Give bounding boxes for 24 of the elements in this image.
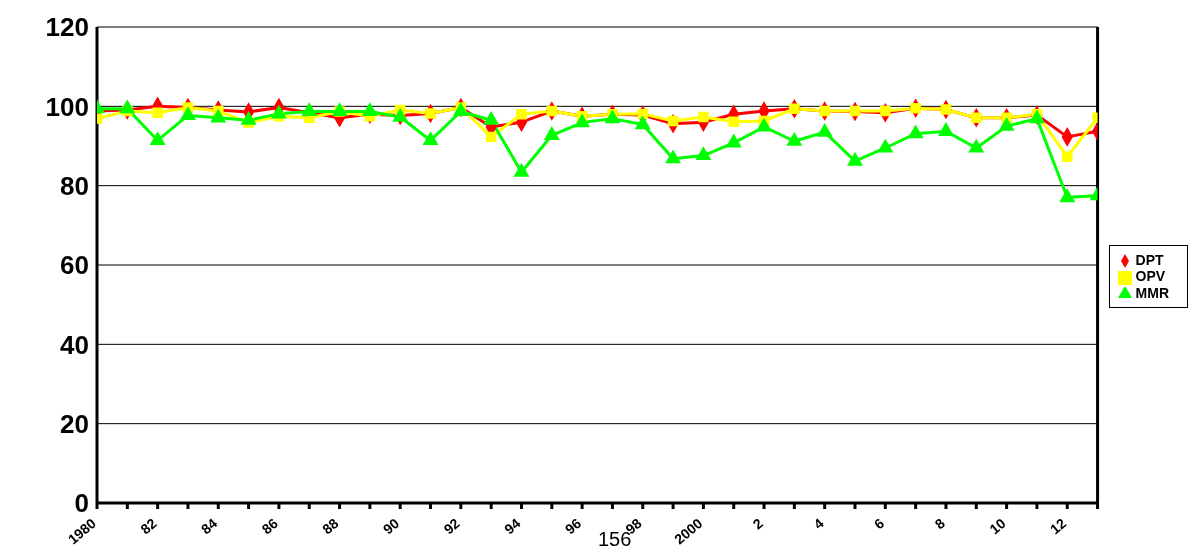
x-tick-label: 94 xyxy=(501,514,524,538)
y-tick-label: 20 xyxy=(60,408,89,439)
legend-label: DPT xyxy=(1135,252,1164,269)
x-tick-label: 88 xyxy=(319,514,342,538)
y-tick-label: 0 xyxy=(74,488,89,519)
x-tick-label: 86 xyxy=(258,514,282,538)
legend-label: MMR xyxy=(1135,284,1169,301)
x-tick-label: 10 xyxy=(986,514,1009,538)
x-tick-label: 82 xyxy=(137,514,160,538)
y-tick-label: 80 xyxy=(60,170,89,201)
y-tick-label: 120 xyxy=(45,12,89,43)
y-tick-label: 60 xyxy=(60,250,89,281)
x-tick-label: 92 xyxy=(440,514,463,538)
x-tick-label: 8 xyxy=(931,514,949,533)
x-tick-label: 96 xyxy=(561,514,585,538)
x-tick-label: 2 xyxy=(749,514,767,533)
x-tick-label: 6 xyxy=(870,514,888,533)
x-tick-label: 4 xyxy=(810,514,827,533)
y-tick-label: 100 xyxy=(45,91,89,122)
x-tick-label: 84 xyxy=(197,514,221,538)
x-tick-label: 12 xyxy=(1046,514,1070,538)
legend-label: OPV xyxy=(1135,268,1166,285)
y-tick-label: 40 xyxy=(60,329,89,360)
x-tick-label: 90 xyxy=(379,514,403,538)
